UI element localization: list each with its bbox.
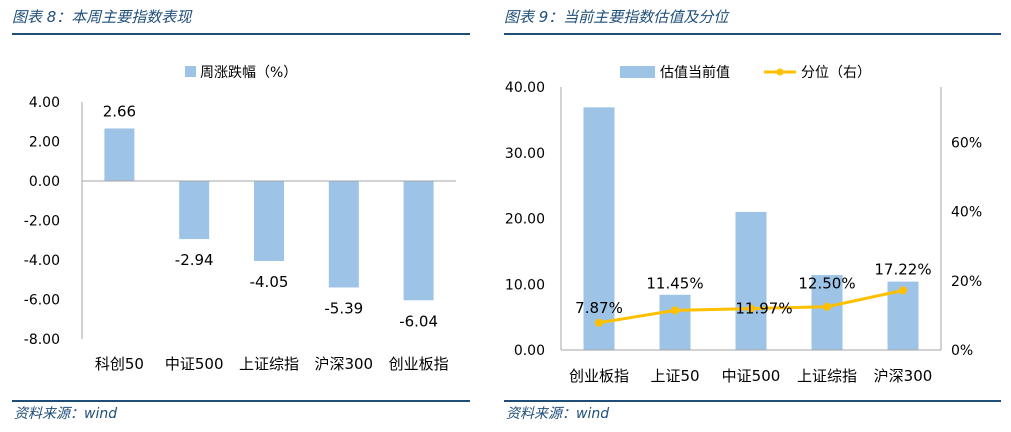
data-label: -2.94	[175, 251, 214, 269]
line-point	[823, 302, 831, 311]
legend-line-label: 分位（右）	[801, 65, 871, 81]
legend-bar-swatch	[620, 66, 655, 78]
right-chart: 估值当前值 分位（右） 40.00 30.00 20.00 10.00 0.00 60% 40%…	[505, 64, 982, 385]
x-tick-label: 上证综指	[797, 367, 857, 385]
data-label: -6.04	[399, 312, 438, 330]
y-tick-label: -8.00	[24, 332, 60, 348]
bar	[104, 128, 135, 181]
y-left-tick-label: 10.00	[505, 277, 545, 293]
y-left-tick-label: 30.00	[505, 146, 545, 162]
x-tick-label: 创业板指	[389, 355, 449, 373]
y-left-tick-label: 40.00	[505, 80, 545, 96]
y-tick-label: -6.00	[24, 293, 60, 309]
left-source: 资料来源：wind	[14, 406, 118, 422]
left-chart: 周涨跌幅（%） 4.00 2.00 0.00 -2.00 -4.00 -6.00 -8.00 2…	[24, 65, 456, 373]
bar	[403, 181, 434, 301]
y-tick-label: 4.00	[29, 95, 60, 111]
right-figure: 图表 9：当前主要指数估值及分位 估值当前值 分位（右） 40.00 30.00 20.…	[492, 0, 1011, 432]
data-label: -5.39	[324, 299, 363, 317]
bar	[583, 107, 615, 350]
data-label: -4.05	[250, 273, 289, 291]
right-source: 资料来源：wind	[506, 406, 610, 422]
y-right-tick-label: 0%	[951, 343, 973, 359]
y-right-tick-label: 60%	[951, 135, 982, 151]
y-tick-label: 0.00	[29, 174, 60, 190]
y-right-tick-label: 20%	[951, 274, 982, 290]
legend-line-marker	[776, 68, 784, 76]
y-tick-label: -4.00	[24, 253, 60, 269]
y-tick-label: 2.00	[29, 135, 60, 151]
bar	[811, 275, 843, 350]
line-data-label: 11.45%	[646, 274, 703, 292]
x-tick-label: 创业板指	[569, 367, 629, 385]
x-tick-label: 科创50	[95, 355, 144, 373]
right-bottom-rule	[504, 400, 1001, 402]
x-tick-label: 沪深300	[314, 355, 373, 373]
x-tick-label: 沪深300	[874, 367, 933, 385]
bar	[659, 294, 691, 350]
line-data-label: 11.97%	[735, 300, 792, 318]
y-right-tick-label: 40%	[951, 205, 982, 221]
x-tick-label: 上证50	[650, 367, 699, 385]
line-data-label: 7.87%	[575, 299, 623, 317]
line-data-label: 17.22%	[874, 260, 931, 278]
data-label: 2.66	[103, 102, 136, 120]
bar	[328, 181, 359, 288]
line-point	[595, 318, 603, 327]
right-figure-title: 图表 9：当前主要指数估值及分位	[504, 8, 729, 26]
x-tick-label: 中证500	[165, 355, 224, 373]
left-figure-title: 图表 8：本周主要指数表现	[12, 8, 192, 26]
x-tick-label: 上证综指	[239, 355, 299, 373]
legend-label: 周涨跌幅（%）	[200, 65, 297, 81]
bar	[179, 181, 210, 240]
right-top-rule	[504, 33, 1001, 35]
y-tick-label: -2.00	[24, 214, 60, 230]
y-left-tick-label: 0.00	[514, 343, 545, 359]
legend-bar-label: 估值当前值	[660, 64, 730, 81]
left-figure: 图表 8：本周主要指数表现 周涨跌幅（%） 4.00 2.00 0.00 -2.00 -4…	[0, 0, 480, 432]
line-point	[899, 286, 907, 295]
x-tick-label: 中证500	[722, 367, 781, 385]
bar	[254, 181, 284, 261]
line-data-label: 12.50%	[798, 275, 855, 293]
line-point	[747, 304, 755, 313]
y-left-tick-label: 20.00	[505, 212, 545, 228]
left-bottom-rule	[12, 400, 470, 402]
line-point	[671, 306, 679, 315]
legend-swatch	[185, 66, 196, 77]
bar	[735, 211, 767, 350]
left-top-rule	[12, 33, 470, 35]
